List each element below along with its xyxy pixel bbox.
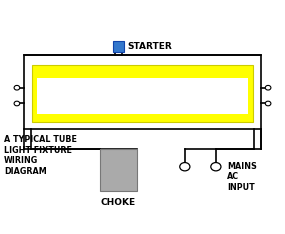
Text: MAINS
AC
INPUT: MAINS AC INPUT xyxy=(227,162,257,192)
Circle shape xyxy=(180,163,190,171)
Bar xyxy=(37,78,248,113)
Circle shape xyxy=(14,85,20,90)
Circle shape xyxy=(211,163,221,171)
Text: CHOKE: CHOKE xyxy=(101,198,136,207)
Bar xyxy=(24,55,261,128)
Circle shape xyxy=(265,101,271,106)
Circle shape xyxy=(265,85,271,90)
Text: A TYPICAL TUBE
LIGHT FIXTURE
WIRING
DIAGRAM: A TYPICAL TUBE LIGHT FIXTURE WIRING DIAG… xyxy=(4,135,77,176)
Circle shape xyxy=(14,101,20,106)
Bar xyxy=(32,65,253,122)
Text: STARTER: STARTER xyxy=(127,42,172,51)
Bar xyxy=(100,149,137,191)
Bar xyxy=(113,41,124,52)
